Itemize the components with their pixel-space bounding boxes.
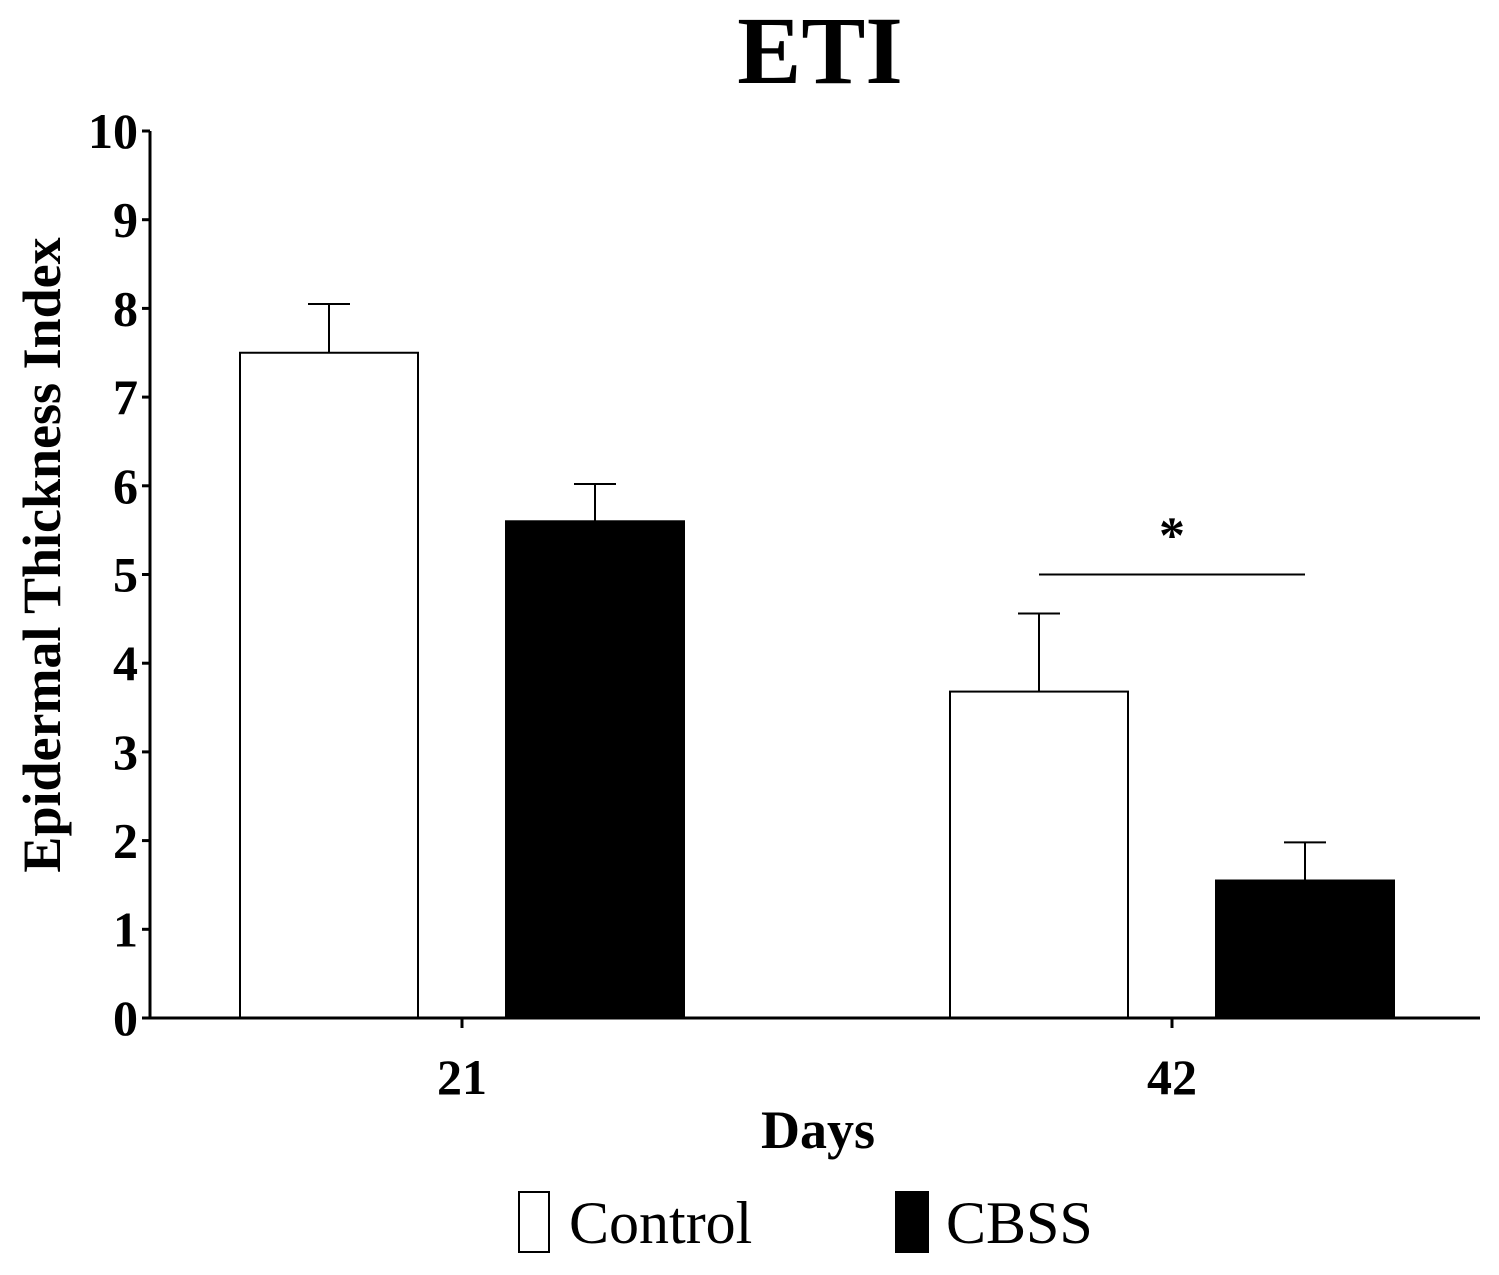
error-bars-group <box>308 302 1326 881</box>
x-tick-label: 42 <box>1147 1049 1197 1105</box>
legend-swatch-control <box>518 1191 550 1253</box>
bars-group <box>239 351 1395 1020</box>
legend-label-cbss: CBSS <box>946 1190 1093 1256</box>
y-tick-label: 2 <box>113 813 138 869</box>
bar-control-21 <box>239 351 419 1019</box>
y-tick-label: 3 <box>113 724 138 780</box>
x-axis-label: Days <box>761 1100 875 1160</box>
y-tick-label: 10 <box>88 103 138 159</box>
bar-cbss-42 <box>1215 879 1395 1020</box>
y-tick-label: 9 <box>113 192 138 248</box>
chart-title: ETI <box>737 0 902 104</box>
significance-annotation: * <box>1039 508 1305 576</box>
y-tick-label: 0 <box>113 990 138 1046</box>
bar-control-42 <box>949 690 1129 1019</box>
y-tick-label: 1 <box>113 901 138 957</box>
legend: Control CBSS <box>518 1190 1093 1256</box>
y-tick-label: 7 <box>113 369 138 425</box>
y-axis-label: Epidermal Thickness Index <box>12 237 72 872</box>
significance-star: * <box>1159 508 1185 565</box>
y-tick-label: 6 <box>113 458 138 514</box>
bar-cbss-21 <box>505 520 685 1020</box>
x-tick-label: 21 <box>437 1049 487 1105</box>
legend-swatch-cbss <box>895 1191 929 1253</box>
y-tick-label: 8 <box>113 280 138 336</box>
axes-group: 0 1 2 3 4 5 6 7 8 9 10 21 42 <box>88 103 1480 1105</box>
y-tick-label: 4 <box>113 635 138 691</box>
legend-label-control: Control <box>569 1190 752 1256</box>
y-tick-label: 5 <box>113 547 138 603</box>
